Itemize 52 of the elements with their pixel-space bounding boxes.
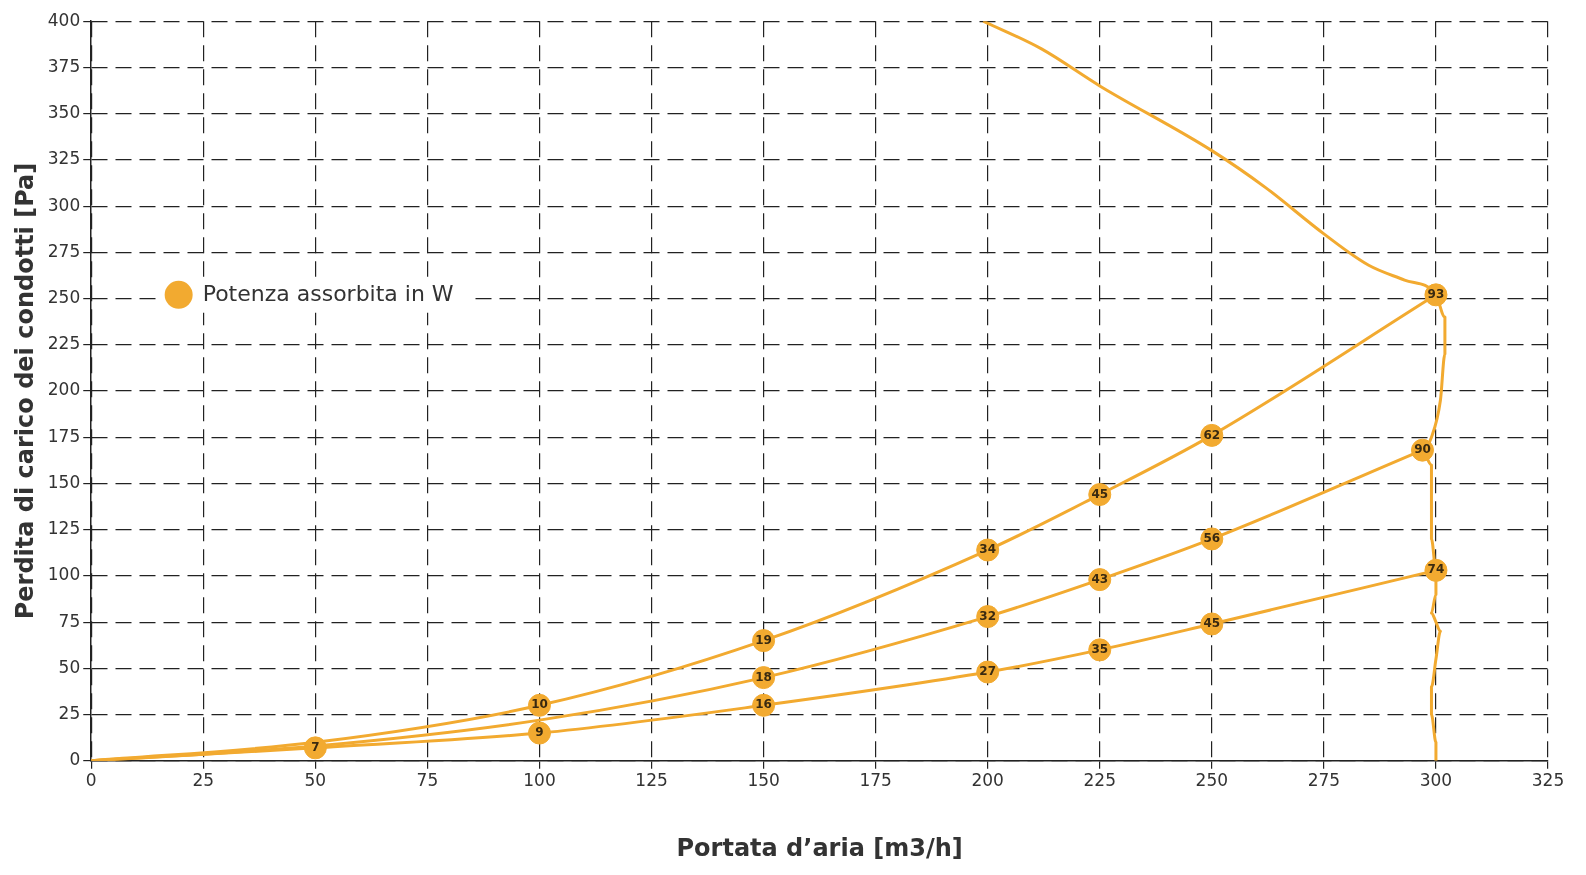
y-tick-label: 125 (47, 518, 81, 539)
y-tick-label: 275 (47, 240, 81, 261)
y-tick-label: 75 (58, 610, 81, 631)
x-tick-label: 225 (1083, 770, 1116, 791)
y-tick-label: 200 (47, 379, 81, 400)
annotation: 93 (1427, 286, 1445, 301)
annotation: 7 (311, 739, 320, 754)
x-tick-label: 275 (1307, 770, 1341, 791)
x-tick-label: 150 (747, 770, 780, 791)
annotation: 9 (535, 725, 544, 740)
x-tick-label: 250 (1195, 770, 1229, 791)
annotation: 62 (1203, 427, 1221, 442)
y-tick-label: 0 (69, 749, 81, 770)
y-tick-label: 250 (47, 286, 81, 307)
y-tick-label: 375 (47, 55, 81, 76)
y-tick-label: 300 (47, 194, 81, 215)
annotation: 35 (1091, 641, 1109, 656)
y-tick-label: 400 (47, 9, 81, 30)
annotation: 32 (979, 608, 997, 623)
annotation: 74 (1427, 562, 1445, 577)
annotation: 45 (1091, 486, 1109, 501)
y-tick-label: 350 (47, 102, 81, 123)
legend-label: Potenza assorbita in W (202, 280, 454, 306)
annotation: 45 (1203, 616, 1221, 631)
annotation: 43 (1091, 571, 1109, 586)
x-tick-label: 125 (635, 770, 668, 791)
annotation: 34 (979, 542, 997, 557)
x-tick-label: 175 (859, 770, 892, 791)
y-tick-label: 225 (47, 333, 81, 354)
x-tick-label: 25 (192, 770, 215, 791)
x-tick-label: 75 (416, 770, 439, 791)
x-tick-label: 50 (304, 770, 327, 791)
x-tick-label: 325 (1531, 770, 1565, 791)
annotation: 18 (755, 669, 772, 684)
x-tick-label: 0 (85, 770, 97, 791)
y-tick-label: 100 (47, 564, 81, 585)
y-tick-label: 50 (58, 656, 81, 677)
y-axis-title: Perdita di carico dei condotti [Pa] (10, 162, 39, 620)
x-axis-title: Portata d’aria [m3/h] (676, 833, 963, 862)
x-tick-label: 100 (523, 770, 556, 791)
y-tick-label: 175 (47, 425, 81, 446)
annotation: 56 (1203, 531, 1221, 546)
annotation: 19 (755, 632, 772, 647)
y-tick-label: 25 (58, 703, 81, 723)
annotation: 16 (755, 697, 772, 712)
y-tick-label: 325 (47, 148, 81, 169)
x-tick-label: 300 (1419, 770, 1453, 791)
y-tick-label: 150 (47, 471, 81, 492)
annotation: 10 (531, 697, 548, 712)
annotation: 90 (1414, 442, 1431, 457)
x-tick-label: 200 (971, 770, 1004, 791)
annotation: 27 (979, 664, 997, 679)
